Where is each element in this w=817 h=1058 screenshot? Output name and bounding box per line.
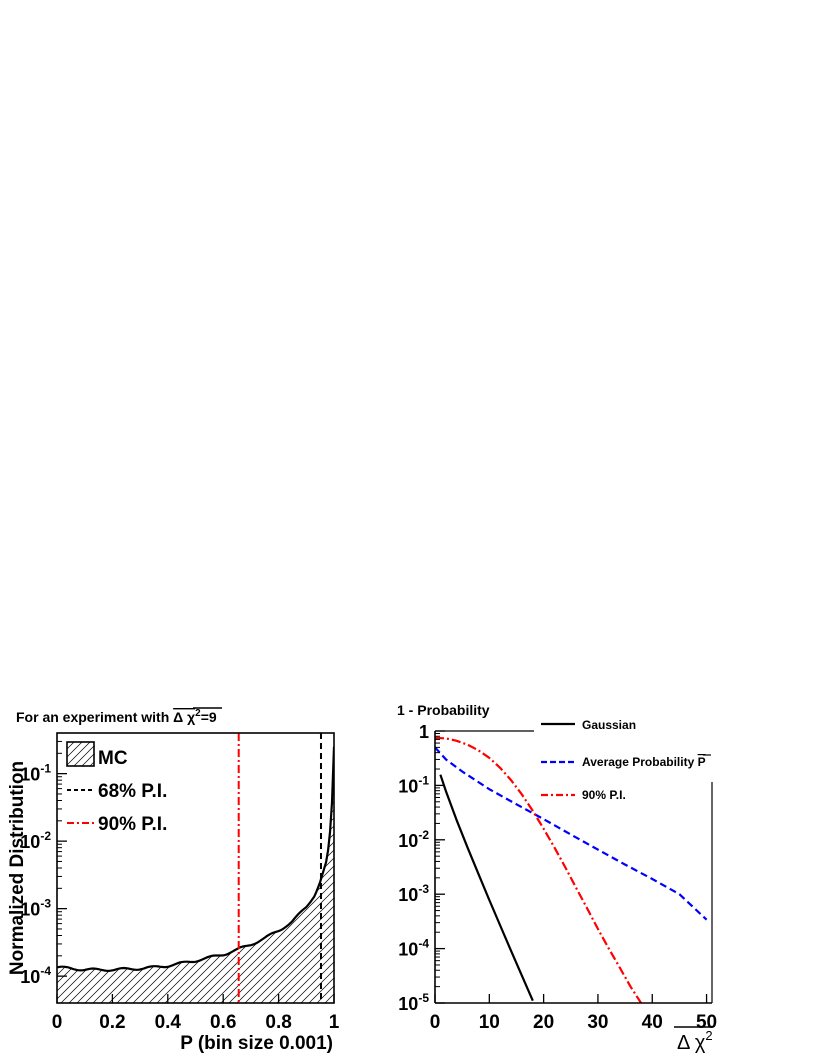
left-legend: MC 68% P.I. 90% P.I. <box>66 741 167 835</box>
left-xlabel: P (bin size 0.001) <box>180 1033 333 1054</box>
legend-pi90-label: 90% P.I. <box>582 788 626 802</box>
average-probability-line <box>435 746 708 921</box>
left-plot-content <box>57 733 334 1003</box>
left-ylabel: Normalized Distribution <box>7 761 28 975</box>
legend-68-label: 68% P.I. <box>98 781 167 802</box>
legend-average-label: Average Probability P <box>582 755 706 769</box>
left-ytick-label: 10-2 <box>20 829 51 852</box>
left-xtick-label: 0.6 <box>210 1012 236 1033</box>
pi-90-line <box>435 736 643 1003</box>
left-xtick-label: 0.2 <box>99 1012 125 1033</box>
left-xtick-label: 1 <box>329 1012 340 1033</box>
legend-mc-label: MC <box>98 748 128 769</box>
gaussian-line <box>439 774 534 1002</box>
right-ytick-label: 10-5 <box>398 991 429 1014</box>
left-ytick-label: 10-3 <box>20 897 51 920</box>
right-ytick-label: 1 <box>419 722 429 742</box>
left-chart: For an experiment with Δ χ2=9 0 0.2 0.4 0.6… <box>7 707 340 1054</box>
left-xtick-label: 0.4 <box>155 1012 182 1033</box>
left-chart-title: For an experiment with Δ χ2=9 <box>16 708 217 725</box>
right-xtick-label: 50 <box>696 1012 717 1033</box>
right-plot-content <box>435 736 708 1003</box>
right-xtick-label: 0 <box>430 1012 441 1033</box>
right-ytick-label: 10-4 <box>398 937 429 960</box>
right-axis-ticks: 0 10 20 30 40 50 10-5 10-4 10-3 10-2 10-1 1 <box>398 722 717 1033</box>
right-xtick-label: 20 <box>533 1012 554 1033</box>
mc-histogram-line <box>57 746 334 973</box>
right-xtick-label: 10 <box>479 1012 500 1033</box>
right-chart-title: 1 - Probability <box>397 702 490 718</box>
legend-gaussian-label: Gaussian <box>582 718 636 732</box>
right-xtick-label: 30 <box>587 1012 608 1033</box>
right-chart: 1 - Probability 0 10 20 30 40 50 10-5 10-4 10-3 1… <box>397 702 717 1054</box>
right-legend: Gaussian Average Probability P 90% P.I. <box>541 718 711 802</box>
right-ytick-label: 10-1 <box>398 773 429 796</box>
right-ytick-label: 10-3 <box>398 882 429 905</box>
left-ytick-label: 10-1 <box>20 762 51 785</box>
left-xtick-label: 0 <box>52 1012 63 1033</box>
legend-90-label: 90% P.I. <box>98 814 167 835</box>
right-xtick-label: 40 <box>642 1012 663 1033</box>
legend-mc-swatch <box>66 741 95 767</box>
left-xtick-label: 0.8 <box>265 1012 291 1033</box>
right-ytick-label: 10-2 <box>398 828 429 851</box>
right-xlabel-text: Δ χ2 <box>677 1028 713 1054</box>
right-xlabel: Δ χ2 <box>674 1026 713 1054</box>
left-ytick-label: 10-4 <box>20 964 51 987</box>
left-axis-ticks: 0 0.2 0.4 0.6 0.8 1 10-4 10-3 10-2 10-1 <box>20 732 340 1033</box>
